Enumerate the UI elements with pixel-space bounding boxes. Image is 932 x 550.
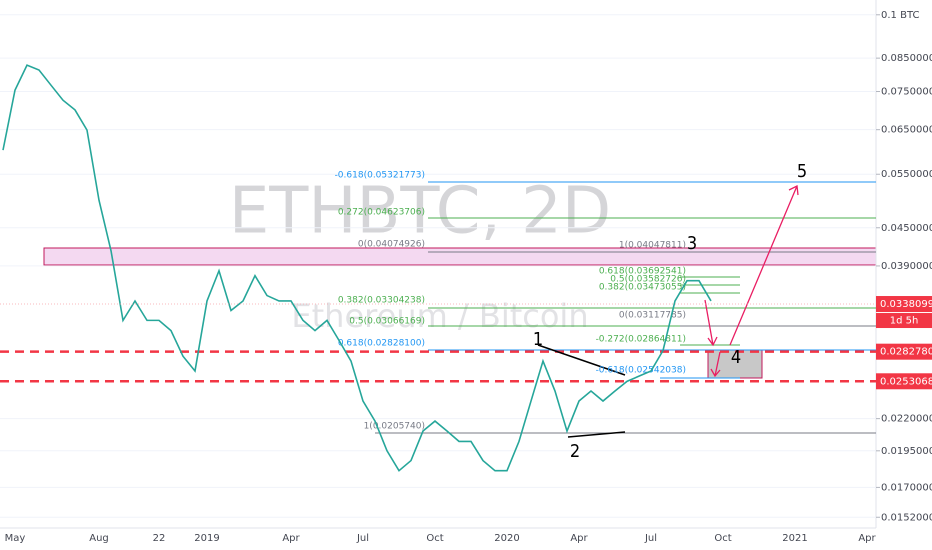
fib-label: 1(0.04047811)	[619, 241, 686, 251]
arrow	[704, 299, 718, 347]
fib-label: -0.272(0.02864811)	[596, 335, 686, 345]
price-marker-label: 0.03380990	[880, 299, 932, 310]
price-marker	[876, 343, 932, 360]
watermark-name: Ethereum / Bitcoin	[291, 297, 588, 335]
fib-label: 0(0.04074926)	[358, 240, 425, 250]
fib-label: -0.618(0.02542038)	[596, 366, 686, 376]
trend-line	[567, 431, 626, 438]
fib-label: 0.5(0.03066169)	[349, 317, 425, 327]
x-tick-label: 22	[153, 533, 166, 544]
x-tick-label: Apr	[858, 533, 876, 544]
fib-label: 0.618(0.02828100)	[338, 339, 425, 349]
wave-label: 2	[570, 441, 580, 462]
x-tick-label: Oct	[426, 533, 443, 544]
x-tick-label: Oct	[714, 533, 731, 544]
trend-line	[537, 344, 626, 376]
x-tick-label: 2019	[194, 533, 219, 544]
fib-label: -0.618(0.05321773)	[335, 171, 425, 181]
wave-label: 5	[797, 161, 807, 182]
fib-label: 0.5(0.03582726)	[610, 275, 686, 285]
wave-label: 3	[687, 233, 697, 254]
fib-label: 0.618(0.03692541)	[599, 267, 686, 277]
x-tick-label: Apr	[570, 533, 588, 544]
x-tick-label: 2020	[494, 533, 519, 544]
wave-label: 4	[731, 347, 741, 368]
price-marker-label: 0.02530684	[880, 376, 932, 387]
resistance-zone	[43, 247, 877, 266]
watermark-symbol: ETHBTC, 2D	[229, 175, 611, 249]
arrow	[710, 351, 721, 378]
fib-label: 0.382(0.03473055)	[599, 283, 686, 293]
x-tick-label: Jul	[644, 533, 657, 544]
x-tick-label: Aug	[89, 533, 109, 544]
price-marker	[876, 296, 932, 313]
fib-label: 1(0.0205740)	[364, 422, 425, 432]
wave-label: 1	[533, 329, 543, 350]
arrows	[704, 185, 799, 378]
fib-label: 0.382(0.03304238)	[338, 296, 425, 306]
y-tick-label: 0.1 BTC	[881, 10, 919, 21]
arrow	[729, 185, 799, 346]
fib-label: 0.272(0.04623706)	[338, 208, 425, 218]
countdown: 1d 5h	[890, 316, 919, 327]
y-tick-label: 0.01520000	[881, 512, 932, 523]
countdown-box	[876, 313, 932, 329]
x-tick-label: Jul	[356, 533, 369, 544]
price-line	[2, 64, 712, 472]
x-tick-label: May	[5, 533, 26, 544]
price-marker-label: 0.02827803	[880, 347, 932, 358]
price-marker	[876, 373, 932, 390]
fib-label: 0(0.03117785)	[619, 311, 686, 321]
x-tick-label: 2021	[782, 533, 807, 544]
x-tick-label: Apr	[282, 533, 300, 544]
